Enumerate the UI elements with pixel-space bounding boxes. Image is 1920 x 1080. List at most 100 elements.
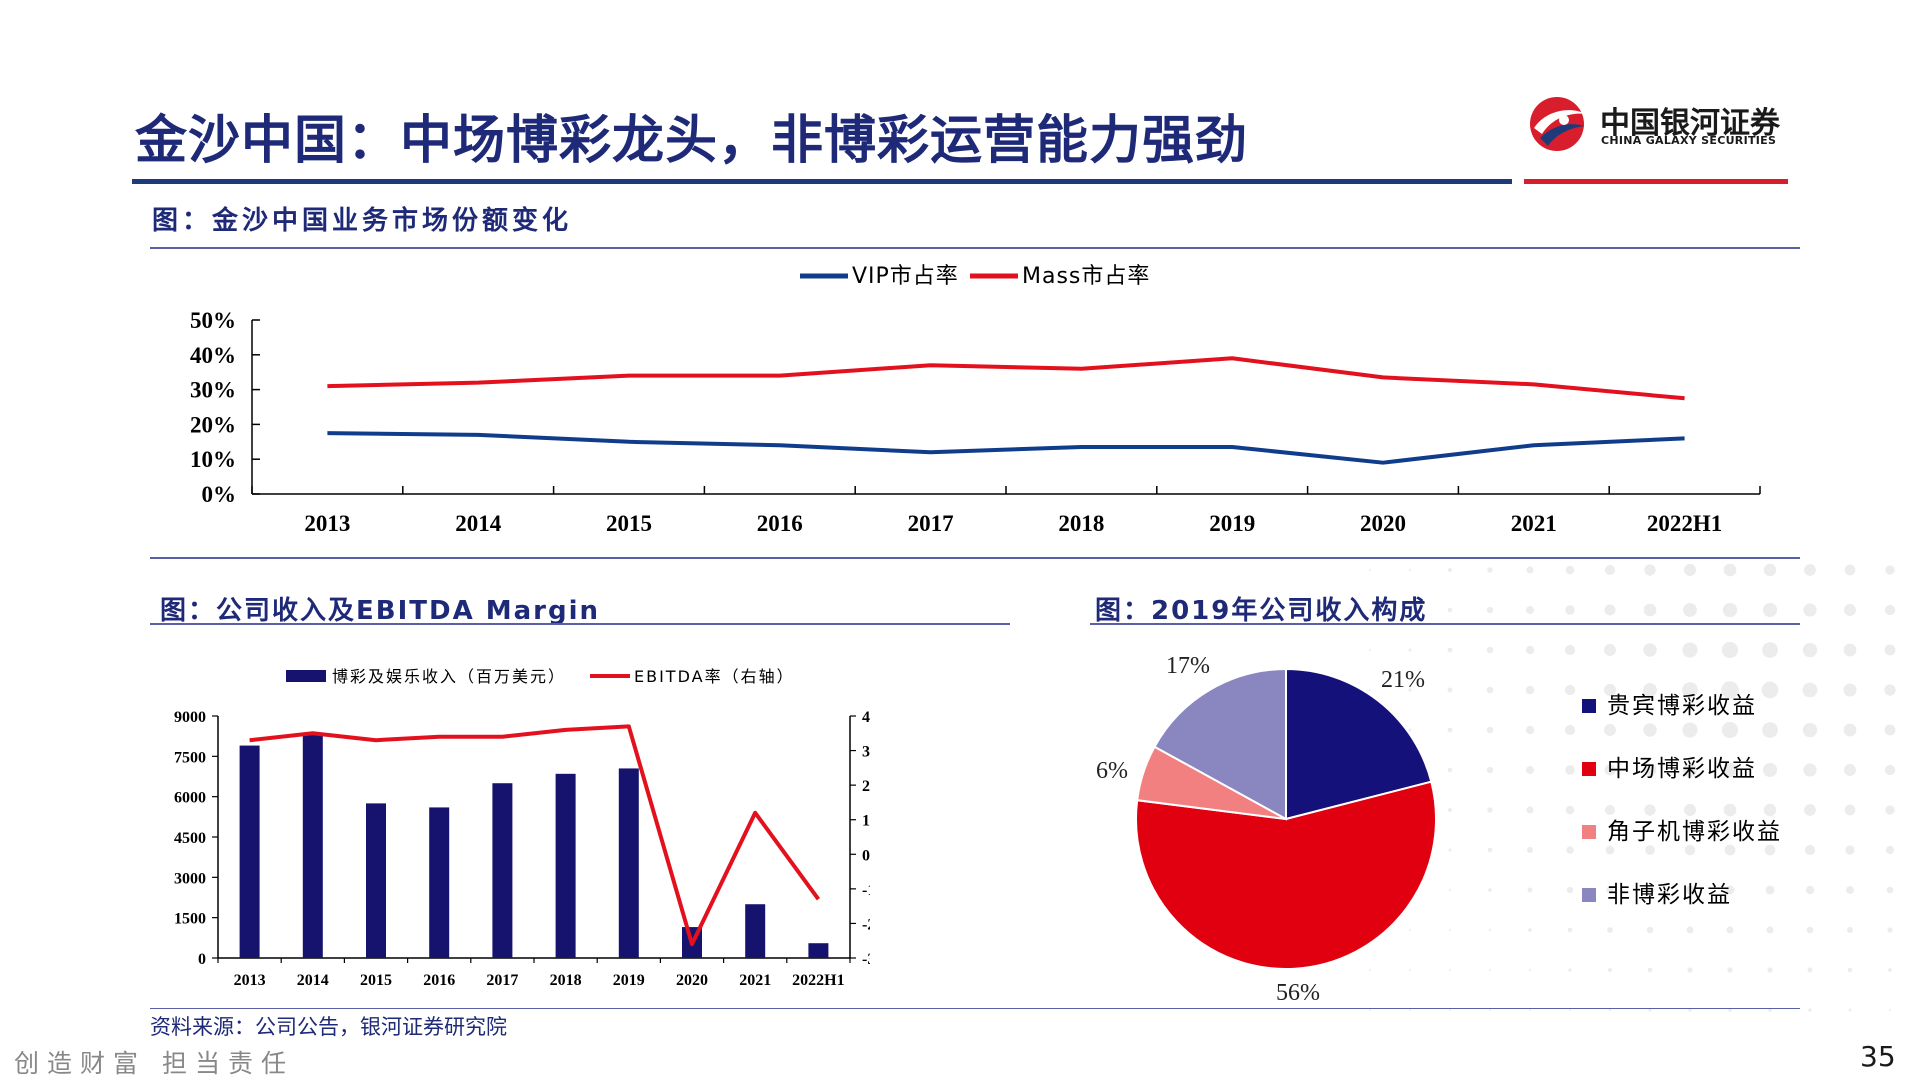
x-tick-label: 2020 <box>676 972 708 989</box>
decorative-dot <box>1408 568 1412 572</box>
decorative-dot <box>1721 681 1739 699</box>
decorative-dot <box>1843 643 1857 657</box>
decorative-dot <box>1529 1009 1531 1011</box>
decorative-dot <box>1764 844 1776 856</box>
decorative-dot <box>1565 805 1575 815</box>
decorative-dot <box>1564 644 1576 656</box>
divider <box>150 557 1800 559</box>
y-tick-label-left: 0 <box>198 951 206 968</box>
header-rule-red <box>1524 179 1788 184</box>
pie-slice-3 <box>1153 667 1287 821</box>
legend-label-line: EBITDA率（右轴） <box>634 667 795 686</box>
y-tick-label-right: 20% <box>862 778 870 795</box>
y-tick-label-left: 1500 <box>174 911 206 928</box>
decorative-dot <box>1448 848 1452 852</box>
decorative-dot <box>1528 928 1532 932</box>
decorative-dot <box>1564 724 1576 736</box>
series-line-vip <box>327 431 1685 465</box>
revenue-bar <box>492 783 513 958</box>
x-tick-label: 2020 <box>1360 511 1406 536</box>
x-tick-label: 2014 <box>297 972 329 989</box>
y-tick-label: 40% <box>190 343 236 368</box>
decorative-dot <box>1762 602 1778 618</box>
decorative-dot <box>1762 642 1778 658</box>
decorative-dot <box>1682 722 1698 738</box>
decorative-dot <box>1527 887 1533 893</box>
decorative-dot <box>1767 967 1773 973</box>
decorative-dot <box>1489 969 1491 971</box>
legend-label-bar: 博彩及娱乐收入（百万美元） <box>332 667 566 686</box>
legend-swatch <box>1582 825 1596 839</box>
decorative-dot <box>1804 564 1816 576</box>
decorative-dot <box>1644 804 1656 816</box>
decorative-dot <box>1803 603 1817 617</box>
decorative-dot <box>1643 603 1657 617</box>
decorative-dot <box>1567 927 1573 933</box>
decorative-dot <box>1645 845 1655 855</box>
decorative-dot <box>1805 885 1815 895</box>
decorative-dot <box>1369 609 1371 611</box>
decorative-dot <box>1688 1008 1692 1012</box>
pie-value-label: 56% <box>1276 980 1320 1006</box>
logo-text-en: CHINA GALAXY SECURITIES <box>1601 134 1777 147</box>
decorative-dot <box>1525 725 1535 735</box>
decorative-dot <box>1762 762 1778 778</box>
decorative-dot <box>1846 886 1854 894</box>
decorative-dot <box>1804 844 1816 856</box>
decorative-dot <box>1844 764 1856 776</box>
x-tick-label: 2016 <box>423 972 455 989</box>
decorative-dot <box>1804 804 1816 816</box>
decorative-dot <box>1643 723 1657 737</box>
decorative-dot <box>1884 724 1896 736</box>
source-note: 资料来源：公司公告，银河证券研究院 <box>150 1015 507 1039</box>
decorative-dot <box>1802 682 1818 698</box>
decorative-dot <box>1565 765 1575 775</box>
decorative-dot <box>1526 766 1534 774</box>
market-share-chart-title: 图：金沙中国业务市场份额变化 <box>152 206 573 236</box>
revenue-mix-chart-title: 图：2019年公司收入构成 <box>1095 596 1428 626</box>
decorative-dot <box>1643 763 1657 777</box>
decorative-dot <box>1449 1009 1451 1011</box>
divider <box>150 247 1800 249</box>
y-tick-label-right: -30% <box>862 951 870 968</box>
x-tick-label: 2022H1 <box>1647 511 1722 536</box>
decorative-dot <box>1726 926 1734 934</box>
y-tick-label-right: -20% <box>862 916 870 933</box>
revenue-bar <box>808 943 829 958</box>
decorative-dot <box>1604 644 1616 656</box>
decorative-dot <box>1761 681 1779 699</box>
pie-value-label: 6% <box>1096 758 1128 784</box>
y-tick-label: 30% <box>190 378 236 403</box>
decorative-dot <box>1604 564 1616 576</box>
decorative-dot <box>1846 926 1854 934</box>
decorative-dot <box>1646 926 1654 934</box>
decorative-dot <box>1725 885 1735 895</box>
decorative-dot <box>1686 926 1694 934</box>
decorative-dot <box>1722 762 1738 778</box>
x-tick-label: 2016 <box>757 511 803 536</box>
decorative-dot <box>1447 607 1453 613</box>
decorative-dot <box>1888 1008 1892 1012</box>
divider <box>1090 623 1800 625</box>
revenue-ebitda-combo-chart: 0 1500 3000 4500 6000 7500 9000 -30% -20% -10% 0% 1… <box>174 667 870 989</box>
decorative-dot <box>1564 684 1576 696</box>
y-tick-label: 20% <box>190 412 236 437</box>
y-tick-label-left: 9000 <box>174 709 206 726</box>
decorative-dot <box>1727 967 1733 973</box>
decorative-dot <box>1728 1008 1732 1012</box>
y-tick-label-left: 4500 <box>174 830 206 847</box>
pie-value-label: 17% <box>1166 653 1210 679</box>
legend-label: 贵宾博彩收益 <box>1607 693 1757 719</box>
decorative-dot <box>1447 727 1453 733</box>
decorative-dot <box>1449 969 1451 971</box>
decorative-dot <box>1647 967 1653 973</box>
decorative-dot <box>1683 763 1697 777</box>
decorative-dot <box>1643 643 1657 657</box>
decorative-dot <box>1409 929 1411 931</box>
decorative-dot <box>1802 642 1818 658</box>
legend-label: Mass市占率 <box>1022 264 1150 289</box>
decorative-dot <box>1888 968 1892 972</box>
decorative-dot <box>1684 844 1696 856</box>
decorative-dot <box>1607 927 1613 933</box>
